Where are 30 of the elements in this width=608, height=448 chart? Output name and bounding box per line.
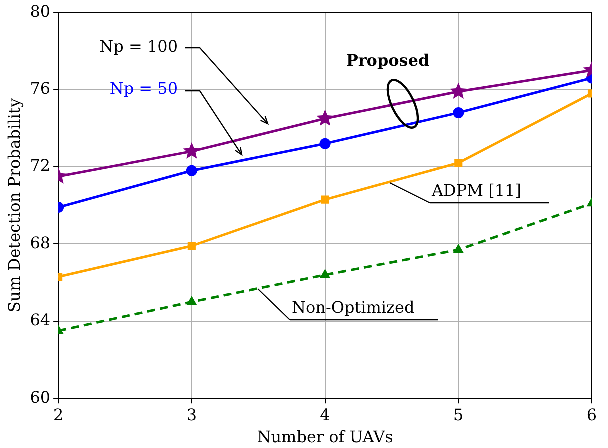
x-tick-label: 3	[186, 405, 198, 424]
y-axis-title: Sum Detection Probability	[4, 98, 24, 313]
y-tick-label: 76	[30, 78, 51, 98]
point	[453, 107, 464, 118]
y-tick-label: 72	[30, 156, 51, 176]
point	[186, 165, 198, 176]
point	[187, 296, 197, 306]
point	[320, 138, 331, 150]
point	[183, 142, 200, 159]
x-tick-label: 4	[320, 405, 330, 424]
x-tick-label: 6	[586, 405, 598, 424]
x-tick-label: 5	[454, 405, 464, 424]
y-tick-label: 60	[30, 388, 51, 407]
point	[316, 110, 334, 126]
x-axis-title: Number of UAVs	[257, 428, 394, 447]
annotation: Proposed	[346, 51, 430, 70]
point	[321, 196, 330, 204]
series-label: Non-Optimized	[292, 298, 415, 318]
point	[454, 244, 464, 253]
y-tick-label: 80	[30, 2, 51, 21]
series-label: ADPM [11]	[431, 181, 522, 200]
point	[450, 82, 468, 100]
point	[454, 159, 463, 168]
x-tick-label: 2	[53, 405, 64, 424]
text: Np = 50	[110, 79, 178, 98]
y-tick-label: 64	[30, 310, 51, 330]
y-tick-label: 68	[30, 233, 51, 252]
point	[188, 242, 196, 250]
text: Np = 100	[100, 37, 178, 56]
point	[320, 270, 330, 278]
